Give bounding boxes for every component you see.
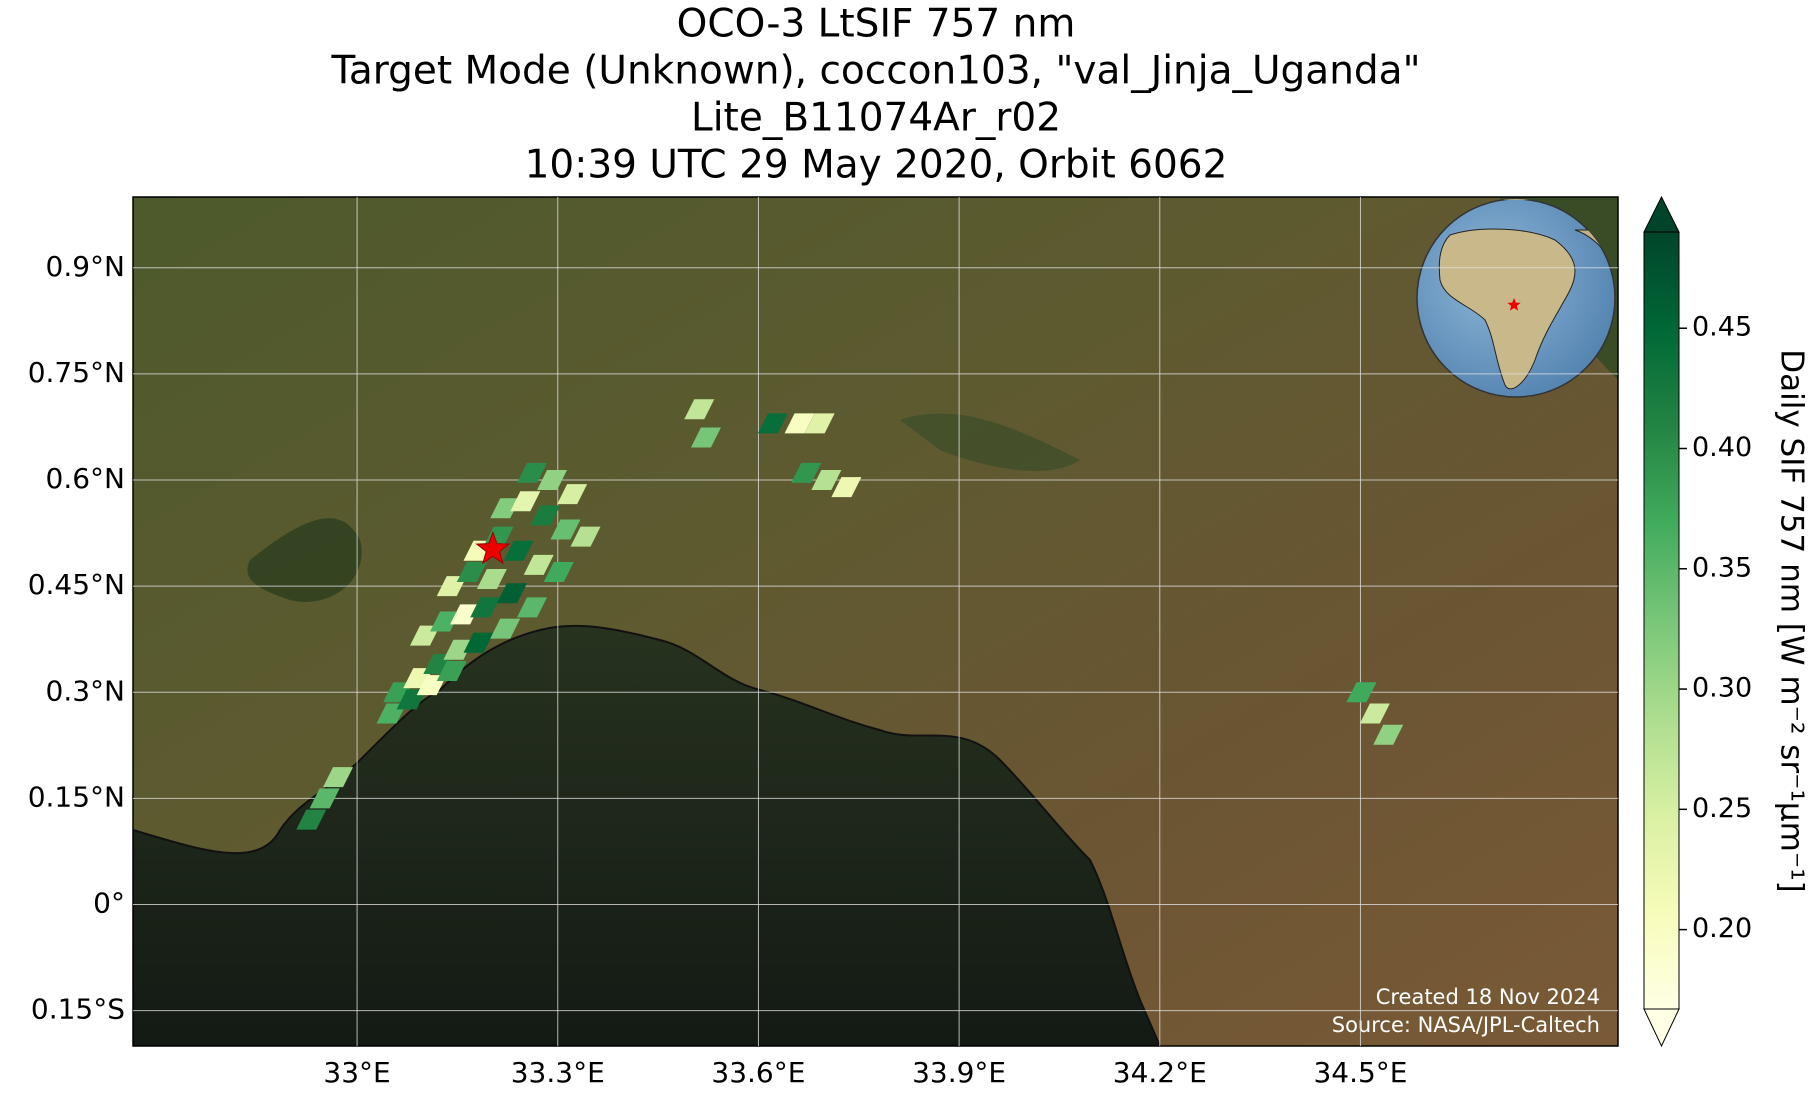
- y-tick-label: 0.15°S: [31, 993, 125, 1026]
- credit: Source: NASA/JPL-Caltech: [1332, 1013, 1600, 1037]
- y-tick-label: 0.3°N: [46, 674, 125, 707]
- target-site: [475, 530, 511, 565]
- sounding: [784, 413, 815, 434]
- credit: Created 18 Nov 2024: [1376, 985, 1600, 1009]
- subtitle: 10:39 UTC 29 May 2020, Orbit 6062: [525, 143, 1228, 188]
- y-tick-label: 0°: [93, 887, 125, 920]
- colorbar-tick-label: 0.40: [1692, 432, 1752, 463]
- sounding: [530, 505, 561, 526]
- sounding: [309, 788, 340, 809]
- colorbar-label: Daily SIF 757 nm [W m⁻² sr⁻¹μm⁻¹]: [1774, 349, 1810, 892]
- sounding: [517, 462, 548, 483]
- sounding: [690, 427, 721, 448]
- sounding: [1346, 682, 1377, 703]
- sounding: [443, 639, 474, 660]
- sounding: [550, 519, 581, 540]
- y-tick-label: 0.75°N: [28, 356, 125, 389]
- sounding: [510, 491, 541, 512]
- sounding: [323, 767, 354, 788]
- sounding: [456, 561, 487, 582]
- colorbar: Daily SIF 757 nm [W m⁻² sr⁻¹μm⁻¹]: [1643, 195, 1810, 1048]
- y-tick-label: 0.45°N: [28, 568, 125, 601]
- sounding: [490, 498, 521, 519]
- y-tick-label: 0.15°N: [28, 780, 125, 813]
- subtitle: Lite_B11074Ar_r02: [691, 96, 1061, 141]
- x-tick-label: 33.9°E: [912, 1056, 1006, 1089]
- sounding: [831, 477, 862, 498]
- sounding: [757, 413, 788, 434]
- map-frame: [132, 196, 1619, 1047]
- colorbar-tick-label: 0.45: [1692, 312, 1752, 343]
- colorbar-tick-label: 0.30: [1692, 673, 1752, 704]
- basemap: [133, 197, 1618, 1046]
- y-tick-label: 0.9°N: [46, 250, 125, 283]
- sounding: [1373, 724, 1404, 745]
- subtitle: Target Mode (Unknown), coccon103, "val_J…: [330, 49, 1420, 94]
- sounding: [523, 554, 554, 575]
- globe-target: [1507, 298, 1521, 311]
- sounding: [1359, 703, 1390, 724]
- sounding: [537, 470, 568, 490]
- sounding: [543, 561, 574, 582]
- sounding: [490, 618, 521, 639]
- sounding: [476, 569, 507, 590]
- x-tick-label: 33.3°E: [511, 1056, 605, 1089]
- sounding: [496, 583, 527, 604]
- x-tick-label: 33.6°E: [711, 1056, 805, 1089]
- soundings: [296, 399, 1404, 830]
- sounding: [436, 661, 467, 682]
- title: OCO-3 LtSIF 757 nm: [677, 2, 1076, 47]
- sounding: [450, 604, 481, 625]
- sounding: [804, 413, 835, 434]
- sounding: [470, 597, 501, 618]
- sounding: [463, 632, 494, 653]
- sounding: [791, 462, 822, 483]
- sounding: [557, 484, 588, 505]
- sounding: [430, 611, 461, 632]
- sounding: [503, 540, 534, 561]
- x-tick-label: 34.2°E: [1113, 1056, 1207, 1089]
- sounding: [811, 470, 842, 490]
- colorbar-tick-label: 0.20: [1692, 913, 1752, 944]
- sounding: [570, 526, 601, 547]
- colorbar-tick-label: 0.35: [1692, 552, 1752, 583]
- colorbar-tick-label: 0.25: [1692, 793, 1752, 824]
- x-tick-label: 34.5°E: [1313, 1056, 1407, 1089]
- y-tick-label: 0.6°N: [46, 462, 125, 495]
- sounding: [517, 597, 548, 618]
- grid: [133, 197, 1618, 1046]
- globe-inset: [1416, 198, 1616, 398]
- x-tick-label: 33°E: [323, 1056, 390, 1089]
- sounding: [296, 809, 327, 830]
- sounding: [684, 399, 715, 420]
